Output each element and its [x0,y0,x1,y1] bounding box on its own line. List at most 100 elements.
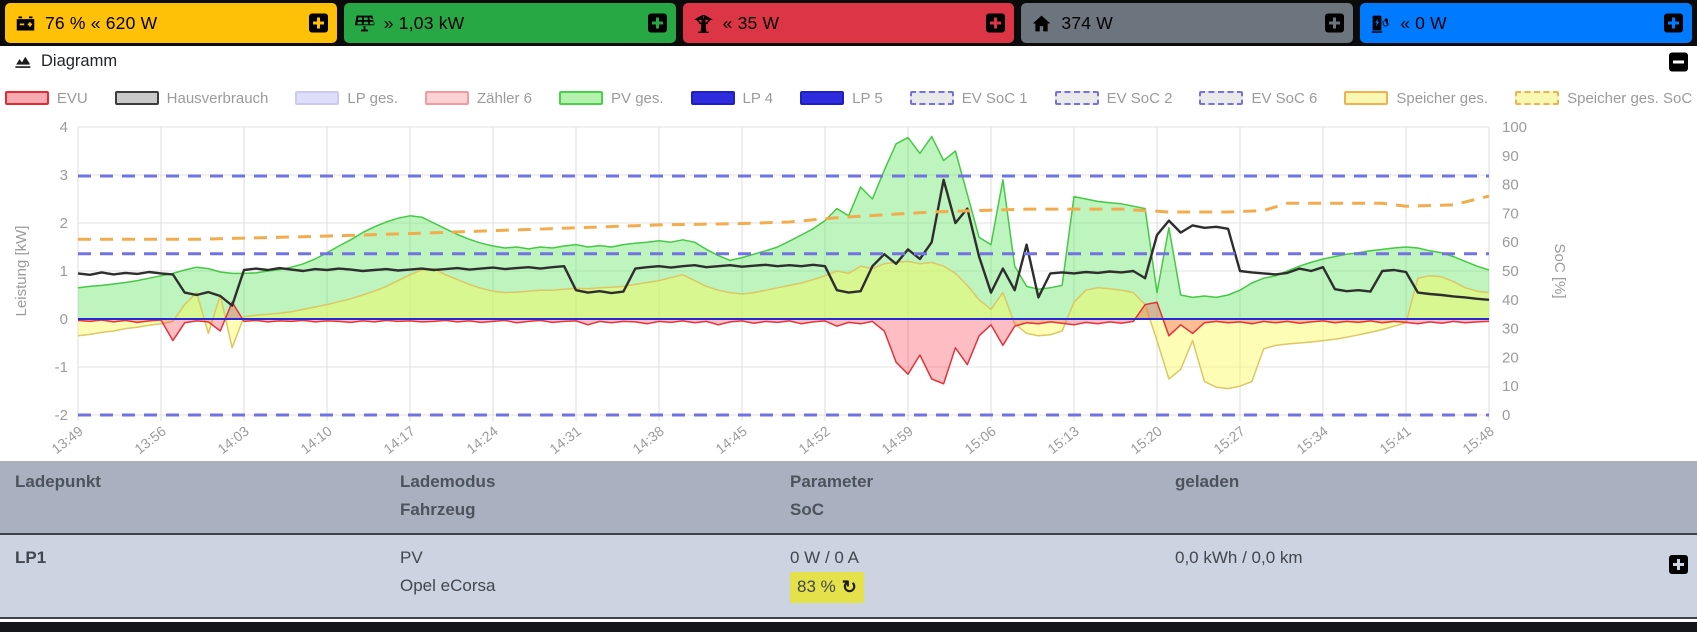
legend-label: EV SoC 1 [961,89,1028,107]
svg-text:40: 40 [1502,292,1519,309]
legend-item-hausverbrauch[interactable]: Hausverbrauch [114,90,268,107]
svg-text:15:41: 15:41 [1376,423,1414,456]
lp1-name: LP1 [15,548,47,567]
status-tile-pv[interactable]: » 1,03 kW [343,3,676,43]
area-chart-icon [15,56,31,68]
header-geladen: geladen [1175,472,1240,491]
svg-text:13:56: 13:56 [131,423,169,456]
lp1-mode-vehicle: PV Opel eCorsa [385,544,775,603]
chargepoint-expand-plus-icon[interactable] [1663,13,1683,33]
legend-label: LP ges. [347,89,398,107]
svg-text:14:31: 14:31 [546,423,584,456]
car-battery-icon [15,13,36,34]
legend-swatch [1344,91,1389,105]
status-bar: 76 % « 620 W » 1,03 kW « 35 W 374 W « 0 … [0,0,1697,46]
refresh-soc-icon[interactable]: ↻ [841,577,857,597]
house-icon [1031,13,1052,34]
pv-status-value: » 1,03 kW [383,12,465,33]
lp1-geladen: 0,0 kWh / 0,0 km [1175,548,1303,567]
legend-label: EV SoC 6 [1251,89,1318,107]
legend-item-ev-soc-2[interactable]: EV SoC 2 [1054,90,1172,107]
lp1-parameter: 0 W / 0 A [790,548,859,567]
legend-swatch [424,91,469,105]
status-tile-chargepoint[interactable]: « 0 W [1360,3,1692,43]
diagram-section-header: Diagramm [0,46,1697,77]
legend-swatch [4,91,49,105]
svg-text:20: 20 [1502,349,1519,366]
svg-text:15:13: 15:13 [1044,423,1082,456]
svg-text:14:03: 14:03 [214,423,252,456]
header-ladepunkt: Ladepunkt [15,472,101,491]
legend-item-ev-soc-1[interactable]: EV SoC 1 [909,89,1028,107]
legend-swatch [114,91,159,105]
grid-expand-plus-icon[interactable] [986,13,1006,33]
legend-swatch [690,91,735,105]
svg-text:15:06: 15:06 [961,423,999,456]
svg-text:14:10: 14:10 [297,423,335,456]
svg-text:15:20: 15:20 [1127,423,1165,456]
legend-swatch [295,91,340,105]
svg-text:13:49: 13:49 [48,423,86,456]
svg-text:14:59: 14:59 [878,423,916,456]
house-status-value: 374 W [1061,12,1113,33]
status-tile-battery[interactable]: 76 % « 620 W [5,3,337,43]
legend-label: EVU [56,89,88,107]
battery-expand-plus-icon[interactable] [308,13,328,33]
legend-swatch [1199,91,1244,105]
legend-swatch [1054,91,1099,105]
lp1-expand-plus-icon[interactable] [1669,555,1688,574]
status-tile-house[interactable]: 374 W [1021,3,1354,43]
svg-text:14:45: 14:45 [712,423,750,456]
battery-status-value: 76 % « 620 W [45,12,158,33]
svg-text:3: 3 [60,167,68,184]
svg-text:2: 2 [60,215,68,232]
legend-item-lp-5[interactable]: LP 5 [800,90,883,107]
header-parameter-soc: Parameter SoC [790,472,874,519]
svg-text:70: 70 [1502,205,1519,222]
svg-text:15:27: 15:27 [1210,423,1248,456]
pv-expand-plus-icon[interactable] [647,13,667,33]
solar-panel-icon [354,13,375,34]
legend-item-speicher-ges[interactable]: Speicher ges. [1344,90,1488,107]
collapsed-section-bar[interactable] [0,622,1697,632]
svg-text:15:48: 15:48 [1459,423,1497,456]
lp1-fahrzeug: Opel eCorsa [400,576,496,595]
svg-text:100: 100 [1502,119,1527,136]
svg-text:SoC [%]: SoC [%] [1551,243,1568,298]
svg-text:14:38: 14:38 [629,423,667,456]
lp1-soc-badge[interactable]: 83 % ↻ [790,572,864,603]
legend-item-ev-soc-6[interactable]: EV SoC 6 [1199,90,1317,107]
svg-text:30: 30 [1502,321,1519,338]
power-soc-chart[interactable]: 13:49 13:56 14:03 14:10 14:17 14:24 14:31 14:38… [0,109,1697,456]
svg-text:80: 80 [1502,177,1519,194]
svg-text:1: 1 [60,263,68,280]
svg-text:14:17: 14:17 [380,423,418,456]
legend-item-z-hler-6[interactable]: Zähler 6 [424,89,533,107]
legend-label: Speicher ges. SoC [1567,89,1693,107]
svg-text:-1: -1 [55,359,68,376]
svg-text:60: 60 [1502,234,1519,251]
svg-text:0: 0 [60,311,68,328]
status-tile-grid[interactable]: « 35 W [682,3,1015,43]
chargepoint-table: Ladepunkt Lademodus Fahrzeug Parameter SoC… [0,461,1697,619]
legend-swatch [559,91,604,105]
legend-item-evu[interactable]: EVU [4,89,88,107]
svg-text:50: 50 [1502,263,1519,280]
svg-text:0: 0 [1502,407,1510,424]
header-lademodus-fahrzeug: Lademodus Fahrzeug [400,472,496,519]
charging-station-icon [1370,13,1391,34]
legend-item-pv-ges[interactable]: PV ges. [559,90,664,107]
chart-legend: EVU Hausverbrauch LP ges. Zähler 6 PV ges. LP… [0,77,1697,109]
svg-text:15:34: 15:34 [1293,423,1331,456]
house-expand-plus-icon[interactable] [1325,13,1345,33]
legend-label: Speicher ges. [1396,89,1489,107]
legend-swatch [909,91,954,105]
legend-item-lp-ges[interactable]: LP ges. [295,90,398,107]
svg-text:-2: -2 [55,407,68,424]
legend-label: LP 4 [742,89,774,107]
svg-text:14:24: 14:24 [463,423,501,456]
collapse-minus-icon[interactable] [1669,52,1688,71]
legend-item-speicher-ges-soc[interactable]: Speicher ges. SoC [1515,90,1692,107]
legend-label: Zähler 6 [476,89,533,107]
legend-item-lp-4[interactable]: LP 4 [690,89,774,107]
